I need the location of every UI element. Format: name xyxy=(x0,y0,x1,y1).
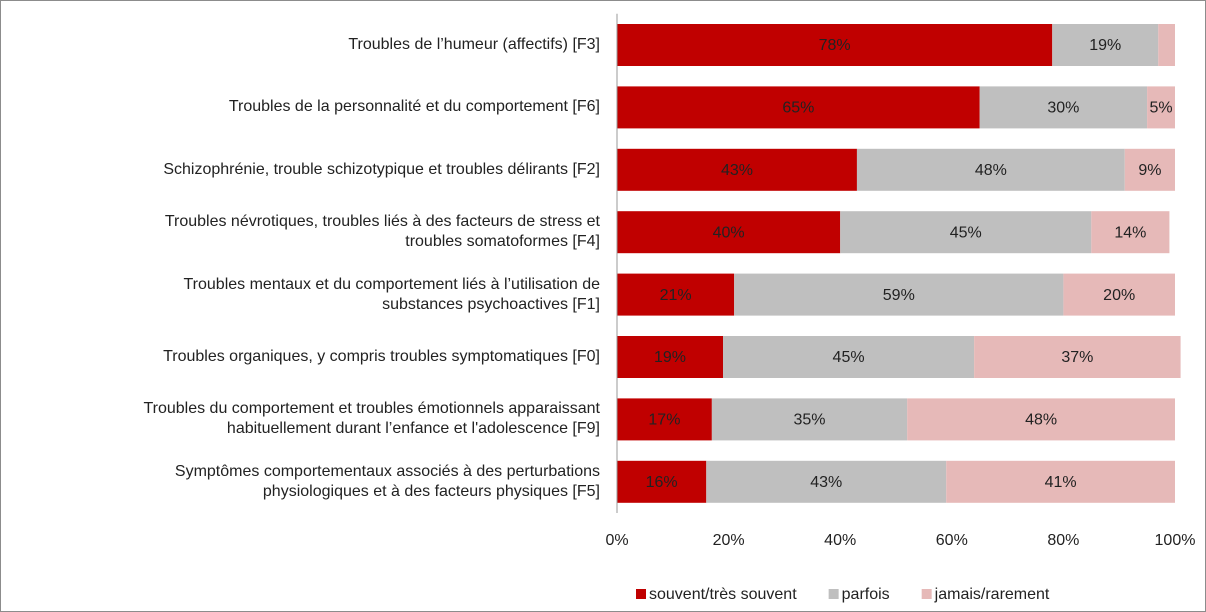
bar-segment xyxy=(1091,211,1170,254)
value-label: 30% xyxy=(1047,100,1079,117)
value-label: 19% xyxy=(1089,37,1121,54)
value-label: 78% xyxy=(819,37,851,54)
x-tick-label: 100% xyxy=(1155,532,1196,549)
value-label: 45% xyxy=(833,349,865,366)
value-label: 48% xyxy=(975,162,1007,179)
bar-segment xyxy=(1124,148,1175,191)
value-label: 5% xyxy=(1149,100,1172,117)
category-label: Symptômes comportementaux associés à des… xyxy=(174,462,600,500)
bar-segment xyxy=(706,460,947,503)
value-label: 14% xyxy=(1114,224,1146,241)
x-tick-label: 20% xyxy=(713,532,745,549)
bar-segment xyxy=(723,336,975,378)
value-label: 19% xyxy=(654,349,686,366)
category-label: Schizophrénie, trouble schizotypique et … xyxy=(163,160,600,178)
value-label: 20% xyxy=(1103,287,1135,304)
value-label: 41% xyxy=(1045,474,1077,491)
category-label: Troubles de la personnalité et du compor… xyxy=(228,98,600,116)
legend-label: jamais/rarement xyxy=(934,586,1050,603)
bar-segment xyxy=(840,211,1092,254)
x-tick-label: 60% xyxy=(936,532,968,549)
value-label: 9% xyxy=(1138,162,1161,179)
legend-label: parfois xyxy=(842,586,890,603)
value-label: 48% xyxy=(1025,412,1057,429)
bar-segment xyxy=(734,273,1064,316)
legend-swatch xyxy=(921,589,932,599)
category-label: Troubles organiques, y compris troubles … xyxy=(163,348,600,365)
bar-segment xyxy=(907,398,1175,441)
x-tick-label: 80% xyxy=(1047,532,1079,549)
value-label: 43% xyxy=(810,474,842,491)
legend-label: souvent/très souvent xyxy=(649,586,797,603)
bar-segment xyxy=(1158,24,1175,66)
legend-swatch xyxy=(828,589,839,599)
value-label: 59% xyxy=(883,287,915,304)
category-label: Troubles du comportement et troubles émo… xyxy=(143,400,600,438)
value-label: 43% xyxy=(721,162,753,179)
bar-segment xyxy=(617,398,712,441)
value-label: 40% xyxy=(713,224,745,241)
bar-segment xyxy=(979,86,1148,129)
bar-segment xyxy=(1063,273,1175,316)
bar-segment xyxy=(711,398,908,441)
bar-segment xyxy=(617,86,980,129)
value-label: 45% xyxy=(950,224,982,241)
category-label: Troubles de l’humeur (affectifs) [F3] xyxy=(348,36,600,53)
value-label: 21% xyxy=(660,287,692,304)
value-label: 16% xyxy=(646,474,678,491)
category-label: Troubles névrotiques, troubles liés à de… xyxy=(164,213,600,251)
legend-swatch xyxy=(636,589,646,599)
value-label: 17% xyxy=(648,412,680,429)
bar-segment xyxy=(1147,86,1175,129)
bar-segment xyxy=(974,336,1181,378)
bar-segment xyxy=(856,148,1125,191)
bar-segment xyxy=(946,460,1175,503)
bar-segment xyxy=(1052,24,1159,66)
bar-segment xyxy=(617,273,735,316)
category-label: Troubles mentaux et du comportement liés… xyxy=(183,275,600,313)
x-tick-label: 0% xyxy=(605,532,628,549)
x-tick-label: 40% xyxy=(824,532,856,549)
value-label: 35% xyxy=(793,412,825,429)
bar-segment xyxy=(617,211,841,254)
bar-segment xyxy=(617,24,1053,66)
value-label: 37% xyxy=(1061,349,1093,366)
bar-segment xyxy=(617,148,857,191)
bar-segment xyxy=(617,460,707,503)
bar-segment xyxy=(617,336,724,378)
value-label: 65% xyxy=(782,100,814,117)
